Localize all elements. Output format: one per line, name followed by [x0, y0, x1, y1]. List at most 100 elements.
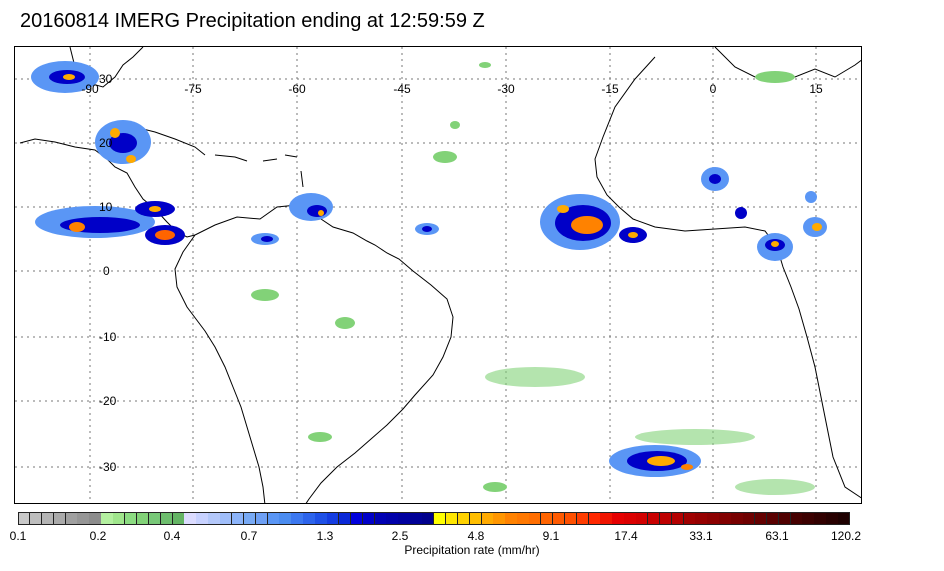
- colorbar-swatch: [362, 512, 376, 525]
- colorbar-swatch: [29, 512, 43, 525]
- colorbar-swatch: [707, 512, 720, 525]
- colorbar-swatch: [778, 512, 792, 525]
- lon-label: -60: [288, 82, 306, 96]
- graticule: [15, 47, 861, 503]
- colorbar-swatch: [564, 512, 578, 525]
- colorbar-swatch: [327, 512, 340, 525]
- colorbar-swatch: [529, 512, 542, 525]
- precip-cell-central-africa: [701, 167, 827, 261]
- precip-cell-scattered-light: [251, 62, 815, 495]
- lon-label: -15: [601, 82, 619, 96]
- colorbar-tick-label: 63.1: [765, 529, 789, 543]
- precip-cell-west-africa: [540, 194, 647, 250]
- colorbar-swatch: [469, 512, 483, 525]
- lon-label: 0: [710, 82, 717, 96]
- colorbar-swatch: [457, 512, 471, 525]
- colorbar-tick-label: 2.5: [391, 529, 409, 543]
- colorbar-swatch: [338, 512, 352, 525]
- colorbar-swatch: [576, 512, 589, 525]
- coastline-europe: [714, 47, 861, 78]
- colorbar-swatch: [505, 512, 518, 525]
- precip-cell-central-america: [35, 201, 185, 245]
- lat-label: -10: [99, 330, 117, 344]
- colorbar-swatch: [303, 512, 316, 525]
- colorbar-swatch: [445, 512, 459, 525]
- colorbar-swatch: [731, 512, 744, 525]
- colorbar-swatch: [231, 512, 245, 525]
- colorbar-swatch: [422, 512, 435, 525]
- coastline-caribbean-islands: [114, 126, 310, 208]
- colorbar-swatch: [41, 512, 55, 525]
- colorbar-swatch: [65, 512, 78, 525]
- colorbar-swatch: [101, 512, 114, 525]
- colorbar-title: Precipitation rate (mm/hr): [404, 543, 540, 557]
- colorbar-swatch: [255, 512, 269, 525]
- precip-cell-gulf: [31, 61, 99, 93]
- colorbar-tick-label: 0.1: [9, 529, 27, 543]
- colorbar-swatch: [754, 512, 768, 525]
- colorbar-tick-label: 120.2: [830, 529, 862, 543]
- colorbar-swatch: [113, 512, 126, 525]
- map-canvas: -90 -75 -60 -45 -30 -15 0 15 30 20 10 0 …: [15, 47, 861, 503]
- colorbar-swatch: [243, 512, 257, 525]
- precipitation-cells: [31, 61, 827, 495]
- lat-label: 30: [99, 72, 113, 86]
- colorbar-swatch: [624, 512, 637, 525]
- colorbar-swatch: [766, 512, 780, 525]
- colorbar-tick-label: 9.1: [542, 529, 560, 543]
- colorbar-swatch: [172, 512, 185, 525]
- longitude-labels: -90 -75 -60 -45 -30 -15 0 15: [81, 82, 823, 96]
- colorbar-swatch: [647, 512, 661, 525]
- colorbar-swatch: [743, 512, 756, 525]
- colorbar-swatch: [89, 512, 102, 525]
- colorbar-swatch: [814, 512, 827, 525]
- colorbar-tick-label: 0.4: [163, 529, 181, 543]
- lat-label: 10: [99, 200, 113, 214]
- precip-cell-south-atlantic: [609, 445, 701, 477]
- colorbar-tick-label: 0.2: [89, 529, 107, 543]
- colorbar-swatch: [636, 512, 649, 525]
- colorbar-swatch: [77, 512, 90, 525]
- colorbar-swatch: [683, 512, 696, 525]
- colorbar-swatch: [552, 512, 566, 525]
- colorbar: [18, 512, 851, 525]
- colorbar-swatch: [136, 512, 150, 525]
- precip-cell-cuba: [95, 120, 151, 164]
- lat-label: 0: [103, 264, 110, 278]
- coastline-south-america: [194, 204, 454, 503]
- lon-label: -45: [393, 82, 411, 96]
- colorbar-swatch: [434, 512, 447, 525]
- colorbar-swatch: [220, 512, 233, 525]
- lon-label: -90: [81, 82, 99, 96]
- colorbar-swatch: [315, 512, 328, 525]
- colorbar-swatch: [184, 512, 197, 525]
- colorbar-swatch: [279, 512, 292, 525]
- colorbar-swatch: [540, 512, 554, 525]
- lat-label: -20: [99, 394, 117, 408]
- colorbar-swatch: [208, 512, 221, 525]
- colorbar-swatch: [267, 512, 280, 525]
- colorbar-swatch: [671, 512, 685, 525]
- colorbar-swatch: [493, 512, 506, 525]
- colorbar-swatch: [374, 512, 387, 525]
- colorbar-swatch: [291, 512, 304, 525]
- precip-cell-lesser-antilles: [251, 193, 439, 245]
- colorbar-swatch: [124, 512, 138, 525]
- colorbar-swatch: [481, 512, 494, 525]
- colorbar-tick-label: 0.7: [240, 529, 258, 543]
- colorbar-swatch: [148, 512, 162, 525]
- colorbar-swatch: [826, 512, 839, 525]
- colorbar-swatch: [350, 512, 364, 525]
- colorbar-swatch: [659, 512, 673, 525]
- map-title: 20160814 IMERG Precipitation ending at 1…: [20, 10, 485, 32]
- colorbar-swatch: [410, 512, 423, 525]
- precipitation-map: -90 -75 -60 -45 -30 -15 0 15 30 20 10 0 …: [14, 46, 862, 504]
- lon-label: 15: [809, 82, 823, 96]
- colorbar-swatch: [838, 512, 851, 525]
- latitude-labels: 30 20 10 0 -10 -20 -30: [99, 72, 117, 474]
- coastline-south-america-west: [174, 234, 266, 503]
- colorbar-swatch: [790, 512, 803, 525]
- colorbar-swatch: [588, 512, 601, 525]
- colorbar-tick-label: 4.8: [467, 529, 485, 543]
- colorbar-swatch: [802, 512, 815, 525]
